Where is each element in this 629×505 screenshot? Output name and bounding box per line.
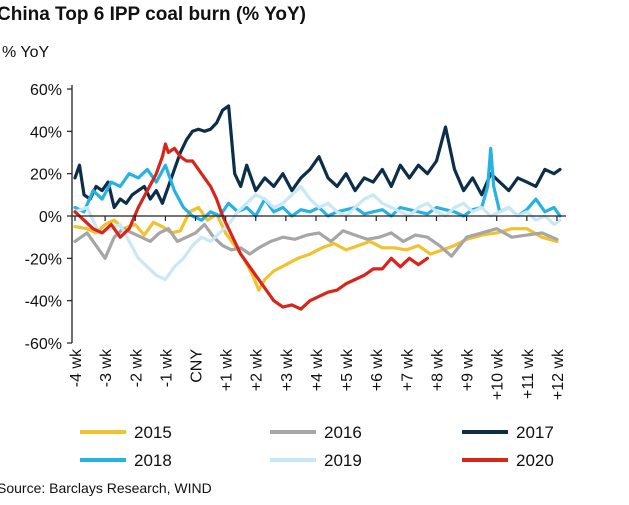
x-tick-label: +12 wk — [550, 348, 567, 400]
series-line-2016 — [73, 222, 559, 260]
source-note: Source: Barclays Research, WIND — [0, 480, 212, 496]
x-tick-label: -3 wk — [98, 348, 115, 387]
x-tick-label: +2 wk — [249, 348, 266, 391]
series-line-2019 — [73, 184, 562, 282]
x-tick-label: -1 wk — [158, 348, 175, 387]
x-tick-label: +6 wk — [369, 348, 386, 391]
y-axis-label: % YoY — [2, 44, 50, 61]
legend-label-2018: 2018 — [134, 451, 172, 470]
x-tick-label: -4 wk — [68, 348, 85, 387]
legend: 2015 2016 2017 2018 2019 2020 — [80, 423, 554, 470]
x-tick-label: CNY — [189, 349, 206, 383]
y-tick-label: 40% — [30, 124, 62, 141]
x-tick-label: +5 wk — [339, 348, 356, 391]
x-tick-label: +1 wk — [219, 348, 236, 391]
legend-label-2019: 2019 — [324, 451, 362, 470]
x-tick-label: +10 wk — [490, 348, 507, 400]
x-tick-label: +8 wk — [429, 348, 446, 391]
legend-label-2017: 2017 — [516, 423, 554, 442]
x-tick-label: +11 wk — [520, 348, 537, 399]
x-tick-label: +9 wk — [460, 348, 477, 391]
y-tick-label: 60% — [30, 82, 62, 99]
x-tick-label: +3 wk — [279, 348, 296, 391]
legend-label-2020: 2020 — [516, 451, 554, 470]
x-tick-label: +7 wk — [399, 348, 416, 391]
y-tick-label: -60% — [25, 336, 62, 353]
series-line-2015 — [73, 205, 559, 292]
y-tick-label: 0% — [39, 209, 62, 226]
series-line-2017 — [73, 104, 562, 210]
axes: -60% -40% -20% 0% 20% 40% 60% -4 wk -3 wk -2 wk -1… — [25, 82, 567, 400]
x-tick-label: -2 wk — [128, 348, 145, 387]
series-line-2020 — [73, 142, 429, 311]
y-tick-label: -40% — [25, 294, 62, 311]
legend-label-2015: 2015 — [134, 423, 172, 442]
chart-title: China Top 6 IPP coal burn (% YoY) — [0, 4, 306, 25]
plot-area — [73, 104, 562, 311]
y-tick-label: -20% — [25, 251, 62, 268]
legend-label-2016: 2016 — [324, 423, 362, 442]
x-tick-label: +4 wk — [309, 348, 326, 391]
y-tick-label: 20% — [30, 167, 62, 184]
